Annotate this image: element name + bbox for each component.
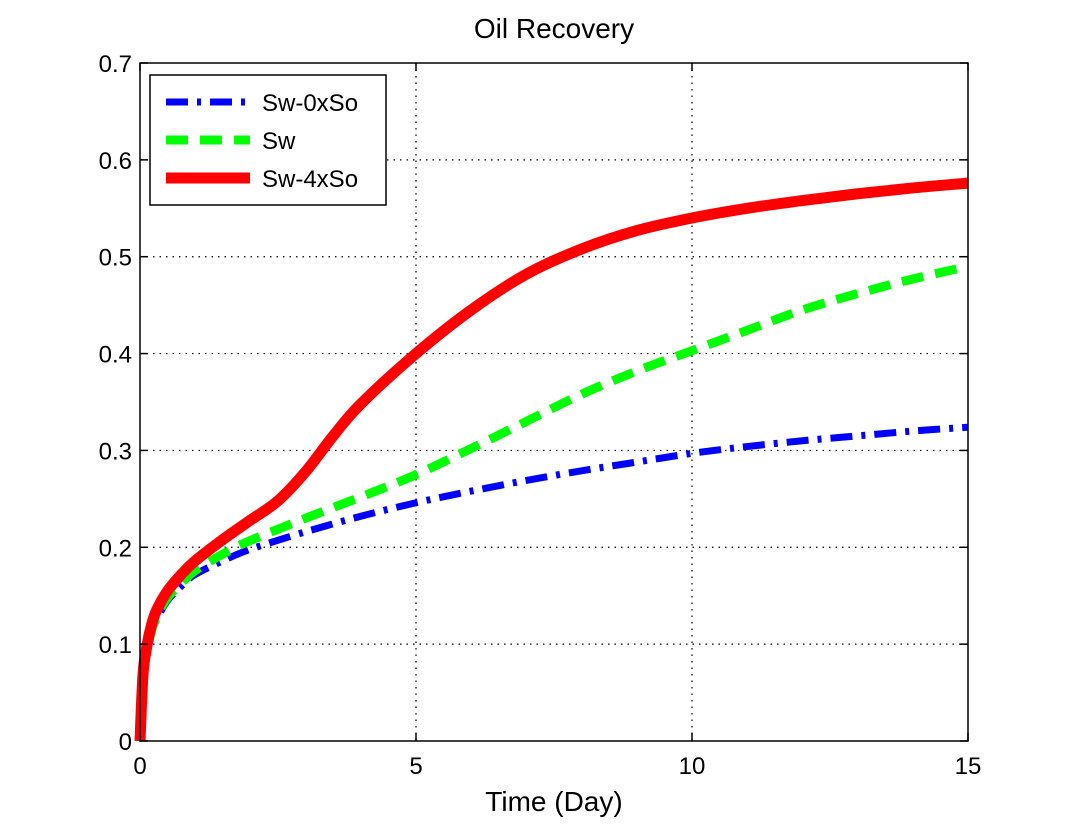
- legend: Sw-0xSo Sw Sw-4xSo: [149, 74, 387, 206]
- legend-label: Sw: [262, 128, 296, 155]
- y-tick-label: 0.5: [99, 245, 132, 272]
- y-tick-label: 0.1: [99, 632, 132, 659]
- y-tick-label: 0.6: [99, 148, 132, 175]
- y-tick-label: 0: [119, 729, 132, 756]
- series-line-sw-0xso: [136, 423, 969, 742]
- y-tick-label: 0.7: [99, 51, 132, 78]
- x-tick-label: 10: [679, 753, 706, 780]
- y-tick-label: 0.2: [99, 535, 132, 562]
- legend-label: Sw-4xSo: [262, 166, 358, 193]
- x-tick-label: 0: [133, 753, 146, 780]
- series-layer: [134, 177, 970, 742]
- chart-title: Oil Recovery: [474, 13, 634, 44]
- x-axis-label: Time (Day): [485, 786, 622, 817]
- plot-frame: [139, 62, 969, 742]
- grid-layer: [140, 63, 968, 741]
- series-line-sw-4xso: [134, 177, 969, 742]
- y-tick-label: 0.3: [99, 438, 132, 465]
- tick-layer: 0 5 10 15 0 0.1 0.2 0.3 0.4 0.5 0.6 0.7: [99, 51, 982, 780]
- y-tick-label: 0.4: [99, 342, 132, 369]
- x-tick-label: 15: [955, 753, 982, 780]
- x-tick-label: 5: [409, 753, 422, 780]
- legend-label: Sw-0xSo: [262, 90, 358, 117]
